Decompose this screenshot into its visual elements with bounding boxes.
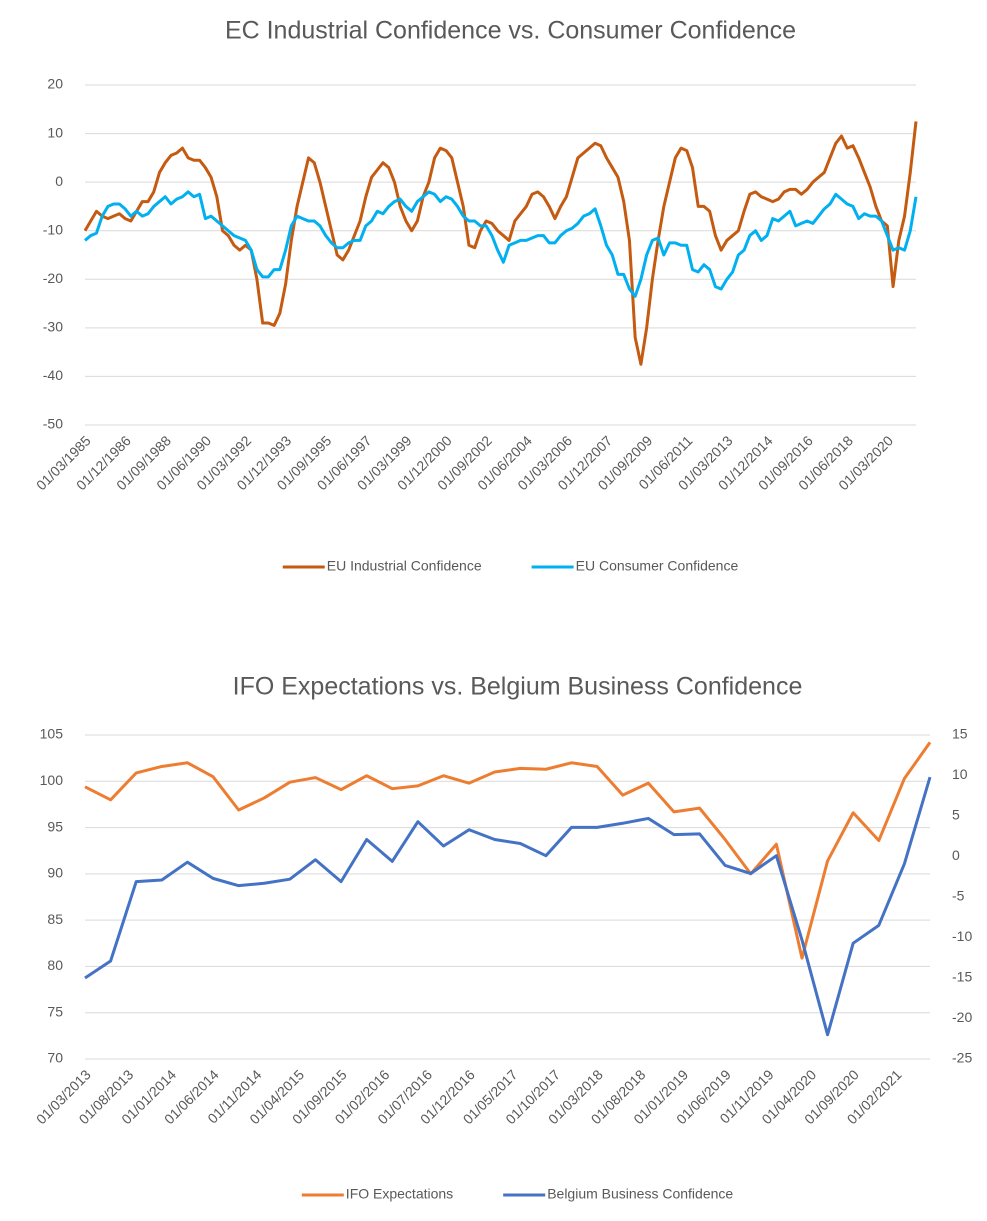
legend-label: Belgium Business Confidence — [547, 1186, 733, 1202]
series-line — [83, 121, 918, 366]
y-tick-label: -40 — [43, 367, 63, 383]
y-tick-label: 105 — [40, 726, 64, 742]
y-tick-label: 75 — [47, 1003, 63, 1019]
y2-tick-label: -5 — [952, 888, 965, 904]
series-line — [84, 741, 932, 960]
chart-title: EC Industrial Confidence vs. Consumer Co… — [225, 17, 796, 45]
y-tick-label: 20 — [47, 76, 63, 92]
y2-tick-label: 0 — [952, 847, 960, 863]
y2-tick-label: -15 — [952, 969, 972, 985]
legend: IFO Expectations Belgium Business Confide… — [301, 1186, 733, 1202]
y-tick-label: 70 — [47, 1050, 63, 1066]
chart-title: IFO Expectations vs. Belgium Business Co… — [233, 673, 803, 701]
y-tick-label: 85 — [47, 911, 63, 927]
y2-tick-label: -25 — [952, 1050, 972, 1066]
y-tick-label: 90 — [47, 865, 63, 881]
y2-tick-label: -20 — [952, 1009, 972, 1025]
y-tick-label: -10 — [43, 221, 63, 237]
y2-tick-label: 5 — [952, 807, 960, 823]
chart: EC Industrial Confidence vs. Consumer Co… — [33, 17, 918, 574]
series-line — [84, 190, 918, 298]
legend: EU Industrial Confidence EU Consumer Conf… — [282, 558, 739, 574]
y2-tick-label: 15 — [952, 726, 968, 742]
y2-tick-label: -10 — [952, 928, 972, 944]
legend-label: EU Industrial Confidence — [327, 558, 482, 574]
y-tick-label: 95 — [47, 818, 63, 834]
y-tick-label: 100 — [40, 772, 64, 788]
y-tick-label: -30 — [43, 319, 63, 335]
legend-label: EU Consumer Confidence — [576, 558, 739, 574]
chart: IFO Expectations vs. Belgium Business Co… — [33, 673, 973, 1202]
y-tick-label: -20 — [43, 270, 63, 286]
y-tick-label: 10 — [47, 124, 63, 140]
y-tick-label: -50 — [43, 416, 63, 432]
legend-label: IFO Expectations — [346, 1186, 453, 1202]
series-line — [84, 776, 932, 1037]
y-tick-label: 80 — [47, 957, 63, 973]
y-tick-label: 0 — [55, 173, 63, 189]
y2-tick-label: 10 — [952, 766, 968, 782]
